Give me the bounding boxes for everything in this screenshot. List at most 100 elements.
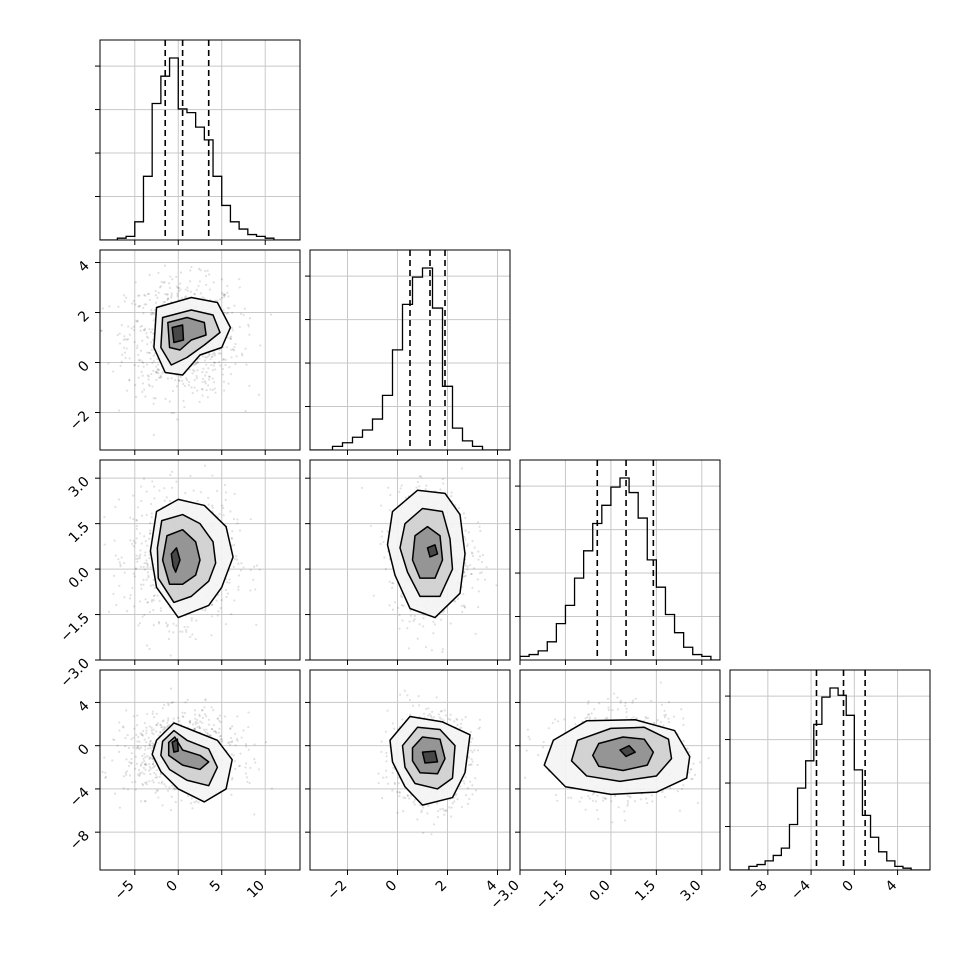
scatter-point	[167, 702, 170, 705]
scatter-point	[145, 562, 148, 565]
scatter-point	[234, 767, 237, 771]
scatter-point	[132, 329, 136, 332]
scatter-point	[152, 728, 155, 731]
scatter-point	[587, 713, 591, 716]
scatter-point	[252, 578, 255, 581]
scatter-point	[478, 726, 481, 729]
scatter-point	[137, 624, 140, 627]
scatter-point	[149, 739, 152, 742]
scatter-point	[409, 713, 412, 716]
scatter-point	[167, 282, 171, 285]
scatter-point	[258, 568, 261, 571]
scatter-point	[143, 329, 146, 332]
scatter-point	[103, 515, 106, 519]
scatter-point	[402, 810, 405, 813]
scatter-point	[210, 355, 213, 359]
scatter-point	[476, 763, 479, 767]
scatter-point	[228, 743, 232, 747]
scatter-point	[154, 776, 157, 779]
scatter-point	[135, 537, 138, 540]
scatter-point	[213, 361, 216, 364]
scatter-point	[140, 370, 143, 373]
scatter-point	[656, 719, 659, 722]
scatter-point	[420, 809, 423, 812]
panel-content	[523, 681, 710, 824]
scatter-point	[186, 286, 189, 289]
scatter-point	[141, 784, 145, 787]
scatter-point	[144, 745, 147, 748]
scatter-point	[134, 383, 137, 387]
scatter-point	[186, 289, 190, 292]
scatter-point	[232, 754, 235, 757]
scatter-point	[229, 336, 232, 339]
scatter-point	[231, 776, 234, 780]
scatter-point	[148, 351, 151, 354]
scatter-point	[479, 529, 482, 533]
scatter-point	[380, 504, 383, 507]
scatter-point	[690, 777, 693, 780]
x-tick-label: 2	[433, 878, 451, 896]
scatter-point	[160, 725, 163, 728]
scatter-point	[186, 795, 190, 798]
scatter-point	[472, 567, 476, 570]
scatter-point	[211, 377, 214, 380]
scatter-point	[189, 802, 193, 805]
scatter-point	[136, 506, 140, 509]
scatter-point	[213, 387, 216, 390]
scatter-point	[230, 753, 233, 756]
scatter-point	[449, 718, 452, 721]
scatter-point	[426, 812, 429, 815]
scatter-point	[590, 712, 593, 715]
scatter-point	[669, 786, 672, 790]
scatter-point	[157, 621, 161, 624]
scatter-point	[166, 297, 170, 300]
scatter-point	[140, 485, 143, 488]
scatter-point	[233, 304, 236, 307]
scatter-point	[195, 800, 198, 803]
scatter-point	[195, 361, 198, 364]
scatter-point	[122, 338, 125, 341]
scatter-point	[437, 713, 440, 716]
scatter-point	[149, 740, 152, 743]
scatter-point	[237, 765, 240, 768]
scatter-point	[143, 800, 146, 803]
scatter-point	[439, 710, 442, 713]
scatter-point	[466, 565, 469, 568]
scatter-point	[107, 610, 111, 613]
scatter-point	[443, 709, 446, 712]
scatter-point	[132, 572, 135, 575]
scatter-point	[178, 720, 181, 723]
scatter-point	[198, 400, 201, 403]
scatter-point	[175, 624, 178, 627]
scatter-point	[207, 375, 211, 378]
scatter-point	[234, 362, 237, 366]
scatter-point	[193, 293, 196, 296]
scatter-point	[477, 590, 480, 593]
scatter-point	[233, 543, 236, 547]
scatter-point	[140, 542, 143, 545]
scatter-point	[230, 778, 234, 781]
scatter-point	[205, 371, 208, 374]
scatter-point	[177, 286, 180, 289]
scatter-point	[183, 625, 186, 629]
scatter-point	[146, 343, 149, 346]
hist-panel-3: −8 −4 0 4	[725, 669, 931, 903]
scatter-point	[184, 701, 187, 704]
scatter-point	[481, 553, 485, 557]
scatter-point	[138, 774, 141, 778]
scatter-point	[193, 728, 197, 731]
scatter-point	[231, 329, 235, 332]
scatter-point	[210, 727, 214, 731]
scatter-point	[121, 725, 125, 728]
scatter-point	[464, 776, 467, 779]
scatter-point	[166, 377, 170, 380]
scatter-point	[222, 293, 225, 296]
scatter-point	[122, 726, 125, 729]
panel-frame	[309, 459, 511, 661]
scatter-point	[120, 324, 123, 327]
scatter-point	[469, 749, 472, 752]
scatter-point	[461, 718, 464, 721]
scatter-point	[151, 763, 155, 766]
scatter-point	[129, 539, 132, 542]
scatter-point	[142, 361, 145, 365]
